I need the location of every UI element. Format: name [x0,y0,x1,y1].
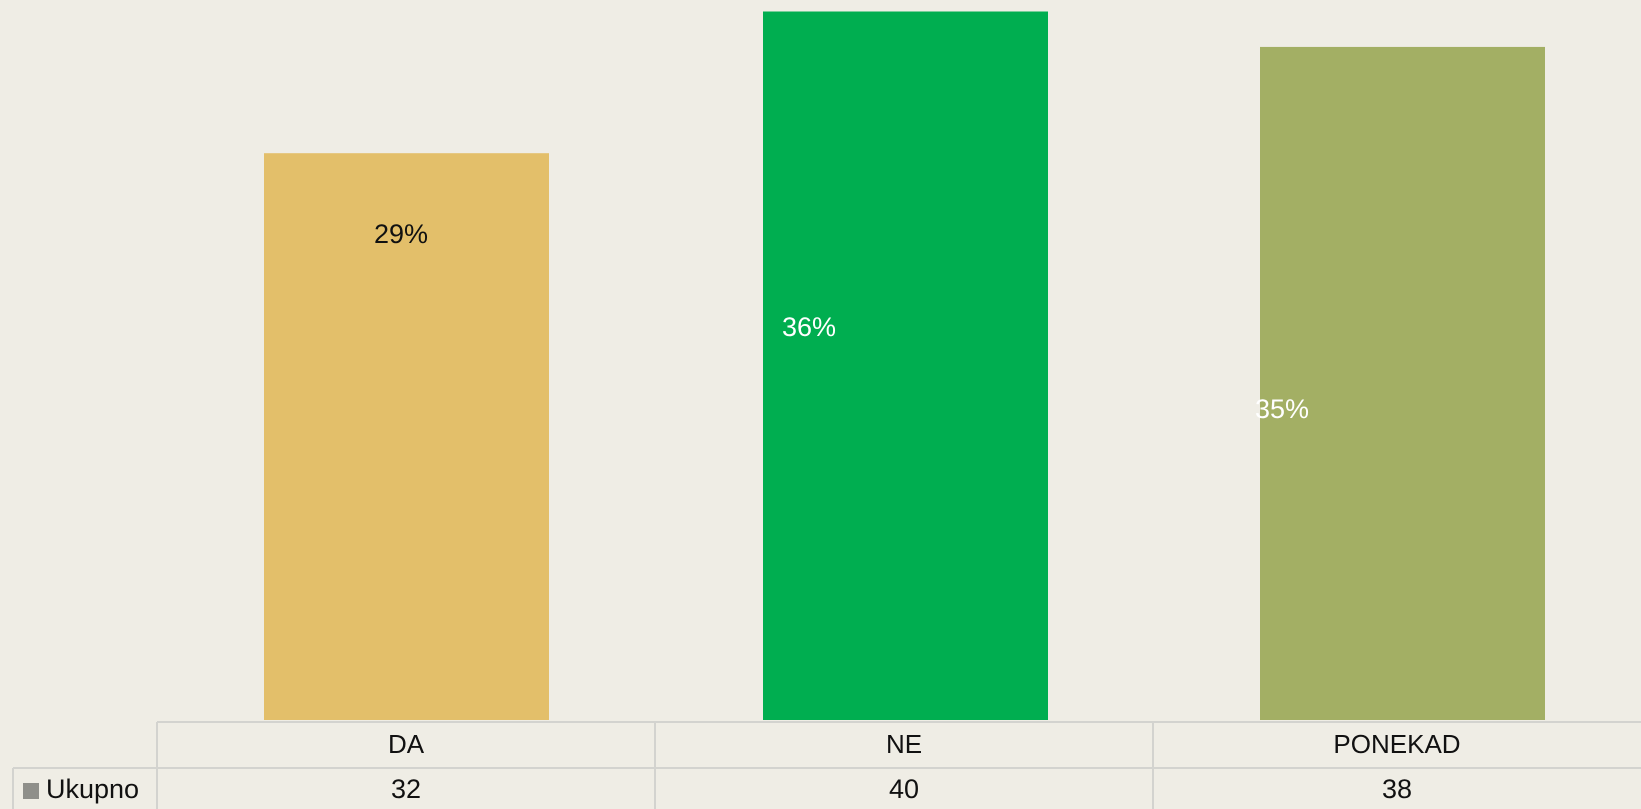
percent-label: 29% [374,219,428,249]
bar [1260,46,1545,721]
legend-label: Ukupno [46,774,139,804]
percent-label: 36% [782,312,836,342]
percent-label: 35% [1255,394,1309,424]
table-value: 38 [1382,774,1412,804]
bar [763,11,1048,720]
category-label: DA [388,729,425,759]
table-value: 32 [391,774,421,804]
category-label: PONEKAD [1333,729,1460,759]
category-label: NE [886,729,922,759]
table-value: 40 [889,774,919,804]
legend-key [23,783,39,799]
bar [264,153,549,720]
